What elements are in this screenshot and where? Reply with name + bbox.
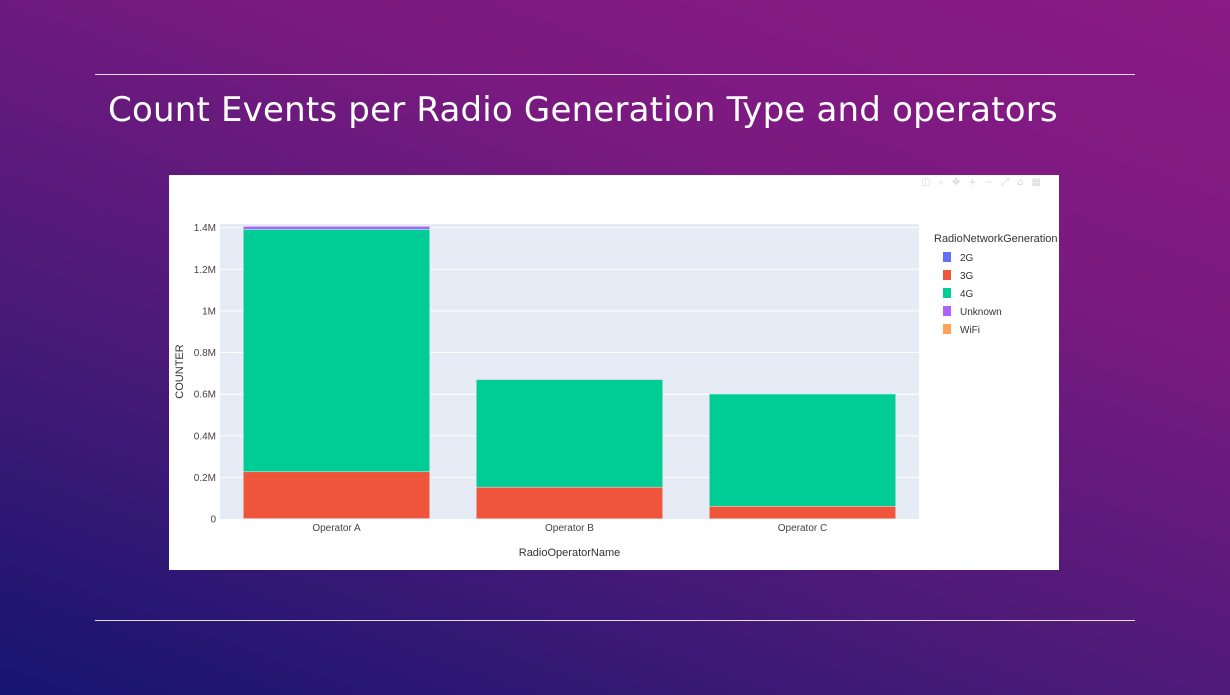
legend-item-unknown[interactable]: Unknown (960, 307, 1002, 318)
y-tick-label: 1.2M (194, 265, 216, 276)
zoom-icon[interactable]: ⌕ (938, 177, 945, 188)
chart-card: ◫ ⌕ ✥ + − ⤢ ⌂ ▦ 0 0.2M 0.4M 0.6M 0.8M 1M 1.2M 1.4M Oper… (169, 175, 1059, 570)
plotly-logo-icon[interactable]: ▦ (1031, 177, 1041, 188)
zoom-in-icon[interactable]: + (968, 177, 977, 188)
y-tick-label: 0.4M (194, 431, 216, 442)
bar-4g-operator-a[interactable] (243, 229, 430, 473)
slide-title: Count Events per Radio Generation Type a… (108, 90, 1058, 130)
legend-item-4g[interactable]: 4G (960, 289, 974, 300)
x-axis-title: RadioOperatorName (519, 547, 621, 559)
y-tick-label: 1M (202, 306, 216, 317)
bar-4g-operator-b[interactable] (476, 379, 663, 488)
legend-item-wifi[interactable]: WiFi (960, 325, 980, 336)
reset-axes-icon[interactable]: ⌂ (1017, 177, 1024, 188)
bar-3g-operator-a[interactable] (243, 471, 430, 519)
top-divider (95, 74, 1135, 75)
legend-item-3g[interactable]: 3G (960, 271, 974, 282)
bar-3g-operator-b[interactable] (476, 486, 663, 520)
legend-swatch-3g[interactable] (943, 270, 951, 280)
y-tick-label: 0 (210, 515, 216, 526)
x-tick-label: Operator A (312, 523, 361, 534)
bottom-divider (95, 620, 1135, 621)
y-tick-label: 0.6M (194, 390, 216, 401)
x-tick-label: Operator C (778, 523, 827, 534)
bar-unknown-operator-b[interactable] (476, 378, 663, 380)
legend-swatch-4g[interactable] (943, 288, 951, 298)
chart-modebar[interactable]: ◫ ⌕ ✥ + − ⤢ ⌂ ▦ (921, 177, 1041, 188)
pan-icon[interactable]: ✥ (952, 177, 961, 188)
y-tick-label: 1.4M (194, 223, 216, 234)
y-tick-label: 0.8M (194, 348, 216, 359)
legend-swatch-unknown[interactable] (943, 306, 951, 316)
legend-item-2g[interactable]: 2G (960, 253, 974, 264)
y-axis-title: COUNTER (174, 344, 186, 398)
legend-swatch-2g[interactable] (943, 252, 951, 262)
camera-icon[interactable]: ◫ (920, 177, 931, 188)
legend-swatch-wifi[interactable] (943, 324, 951, 334)
stacked-bar-chart[interactable]: 0 0.2M 0.4M 0.6M 0.8M 1M 1.2M 1.4M Operator A Ope… (169, 175, 1059, 570)
bar-unknown-operator-a[interactable] (243, 226, 430, 230)
autoscale-icon[interactable]: ⤢ (1001, 177, 1010, 188)
y-tick-label: 0.2M (194, 473, 216, 484)
legend-title: RadioNetworkGeneration (934, 233, 1058, 245)
zoom-out-icon[interactable]: − (984, 177, 994, 188)
x-tick-label: Operator B (545, 523, 594, 534)
bar-4g-operator-c[interactable] (709, 393, 896, 507)
bar-3g-operator-c[interactable] (709, 506, 896, 520)
